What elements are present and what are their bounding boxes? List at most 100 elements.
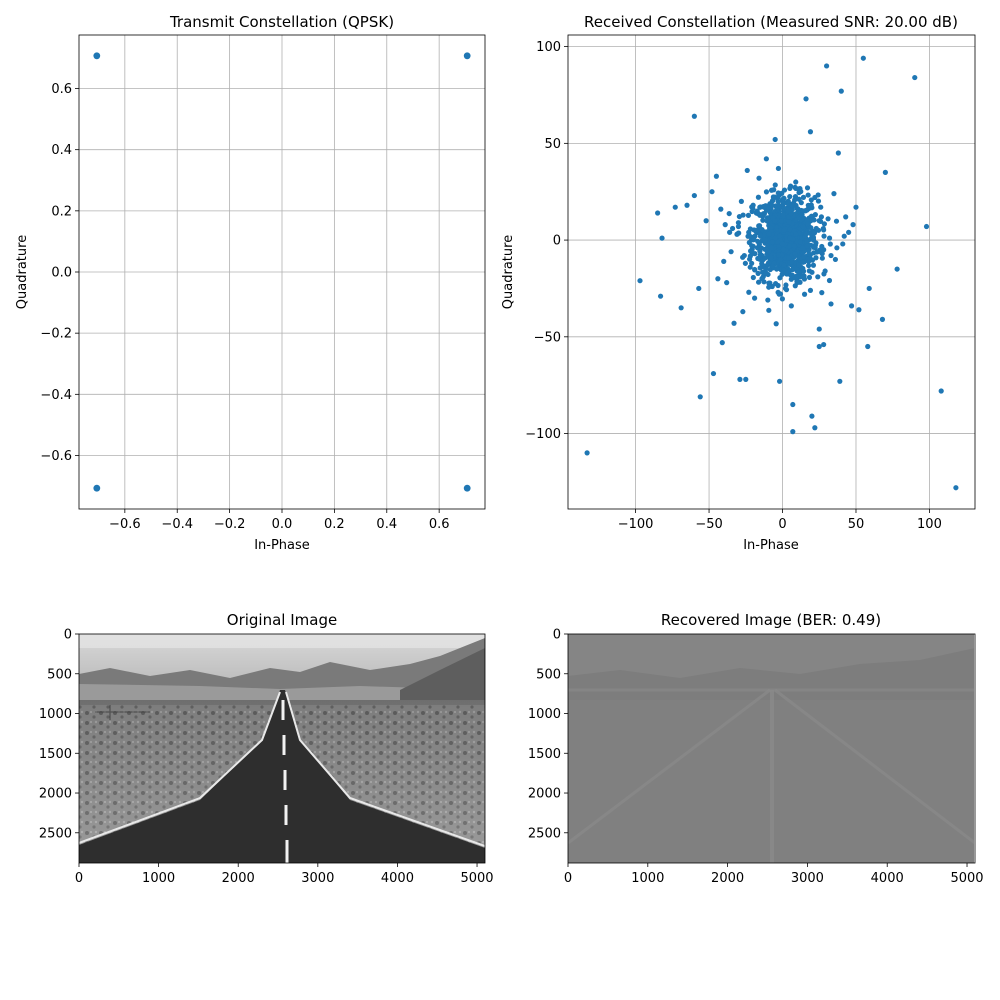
y-tick-label: 0 xyxy=(553,628,561,643)
scatter-point xyxy=(815,274,821,280)
scatter-point xyxy=(735,223,742,230)
x-tick-label: 0 xyxy=(564,871,572,886)
scatter-point xyxy=(856,307,862,313)
scatter-point xyxy=(850,222,856,228)
y-tick-label: 2000 xyxy=(528,787,561,802)
scatter-point xyxy=(774,266,780,272)
scatter-point xyxy=(751,236,757,243)
scatter-point xyxy=(93,52,101,60)
scatter-point xyxy=(463,484,471,492)
x-tick-label: −0.4 xyxy=(161,517,193,532)
scatter-point xyxy=(779,296,785,302)
scatter-point xyxy=(776,378,783,384)
y-tick-label: −100 xyxy=(525,427,561,442)
scatter-point xyxy=(835,150,841,156)
scatter-point xyxy=(755,255,761,262)
scatter-point xyxy=(787,235,793,241)
scatter-point xyxy=(749,260,755,266)
scatter-point xyxy=(789,272,795,278)
scatter-point xyxy=(816,343,822,350)
transmit-x-ticks: −0.6 −0.4 −0.2 0.0 0.2 0.4 0.6 xyxy=(109,509,450,532)
scatter-point xyxy=(792,197,798,203)
scatter-point xyxy=(678,305,684,311)
scatter-point xyxy=(821,227,827,233)
y-tick-label: 0.2 xyxy=(51,204,72,219)
scatter-point xyxy=(860,55,866,61)
transmit-chart-title: Transmit Constellation (QPSK) xyxy=(169,13,394,31)
scatter-point xyxy=(696,285,702,292)
scatter-point xyxy=(691,192,697,199)
scatter-point xyxy=(93,484,101,492)
scatter-point xyxy=(750,274,756,281)
scatter-point xyxy=(815,198,822,204)
scatter-point xyxy=(672,204,678,210)
scatter-point xyxy=(769,283,775,290)
scatter-point xyxy=(865,343,871,350)
scatter-point xyxy=(806,258,812,265)
scatter-point xyxy=(800,259,806,265)
scatter-point xyxy=(828,252,834,259)
scatter-point xyxy=(787,243,793,249)
y-tick-label: −0.4 xyxy=(40,388,72,403)
scatter-point xyxy=(807,129,814,135)
scatter-point xyxy=(781,227,787,234)
scatter-point xyxy=(757,233,764,239)
scatter-point xyxy=(811,230,818,236)
scatter-point xyxy=(742,260,748,266)
scatter-point xyxy=(838,88,844,94)
received-y-ticks: −100 −50 0 50 100 xyxy=(525,40,568,442)
scatter-point xyxy=(826,277,833,284)
scatter-point xyxy=(762,237,768,243)
y-tick-label: 0.4 xyxy=(51,143,72,158)
y-tick-label: 1500 xyxy=(39,747,72,762)
scatter-point xyxy=(727,229,733,235)
scatter-point xyxy=(584,450,590,456)
scatter-point xyxy=(787,183,794,189)
scatter-point xyxy=(755,279,762,285)
scatter-point xyxy=(775,282,781,289)
y-tick-label: 100 xyxy=(536,40,561,55)
received-x-axis-label: In-Phase xyxy=(743,538,799,553)
recovered-image-panel: Recovered Image (BER: 0.49) 0 1000 2000 300… xyxy=(528,611,984,886)
x-tick-label: 0.0 xyxy=(272,517,293,532)
scatter-point xyxy=(799,212,805,218)
scatter-point xyxy=(819,290,825,296)
scatter-point xyxy=(812,425,818,431)
scatter-point xyxy=(796,262,802,268)
scatter-point xyxy=(754,245,761,251)
scatter-point xyxy=(798,200,804,206)
scatter-point xyxy=(775,190,781,196)
scatter-point xyxy=(812,244,818,251)
scatter-point xyxy=(805,221,811,227)
scatter-point xyxy=(785,208,791,214)
scatter-point xyxy=(821,233,827,239)
scatter-point xyxy=(840,241,846,247)
scatter-point xyxy=(766,307,772,313)
scatter-point xyxy=(722,222,728,228)
y-tick-label: 1000 xyxy=(528,707,561,722)
recovered-x-ticks: 0 1000 2000 3000 4000 5000 xyxy=(564,863,984,886)
scatter-point xyxy=(794,205,800,212)
scatter-point xyxy=(800,274,806,280)
scatter-point xyxy=(790,401,796,408)
scatter-point xyxy=(782,285,789,292)
scatter-point xyxy=(763,266,769,272)
x-tick-label: 0.6 xyxy=(429,517,450,532)
scatter-point xyxy=(938,388,944,394)
scatter-point xyxy=(659,235,665,241)
scatter-point xyxy=(812,194,818,201)
x-tick-label: −0.6 xyxy=(109,517,141,532)
scatter-point xyxy=(879,316,886,322)
scatter-point xyxy=(740,212,746,218)
scatter-point xyxy=(894,266,900,272)
scatter-point xyxy=(825,216,831,222)
scatter-point xyxy=(833,218,840,224)
recovered-image-frame xyxy=(567,633,976,864)
scatter-point xyxy=(800,245,806,251)
scatter-point xyxy=(790,429,796,435)
scatter-point xyxy=(823,63,830,69)
scatter-point xyxy=(804,243,811,249)
x-tick-label: 0 xyxy=(778,517,786,532)
x-tick-label: 4000 xyxy=(381,871,414,886)
scatter-point xyxy=(800,223,806,230)
